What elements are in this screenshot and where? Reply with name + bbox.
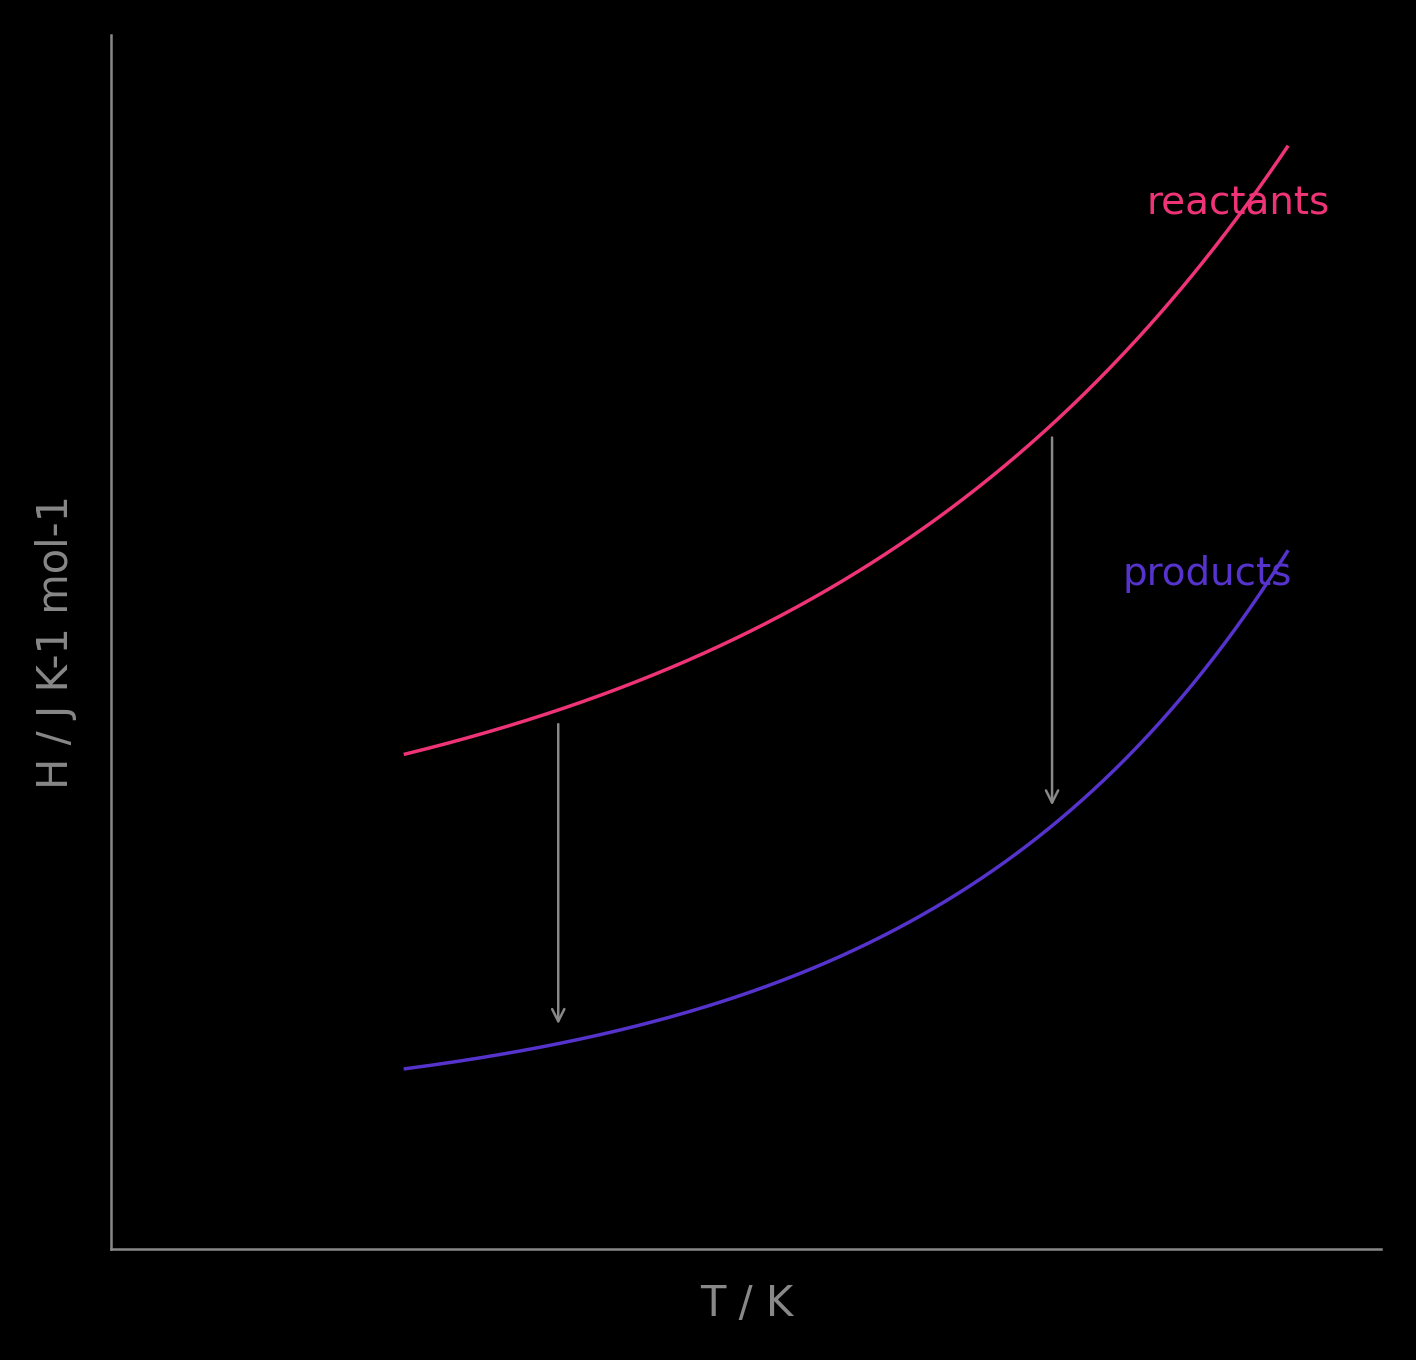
Text: products: products	[1123, 555, 1291, 593]
Y-axis label: H / J K-1 mol-1: H / J K-1 mol-1	[35, 495, 76, 789]
X-axis label: T / K: T / K	[700, 1284, 793, 1325]
Text: reactants: reactants	[1146, 185, 1330, 222]
